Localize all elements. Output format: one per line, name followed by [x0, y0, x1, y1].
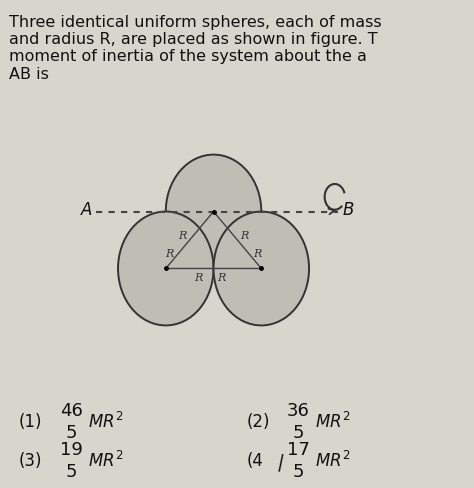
- Text: 5: 5: [293, 424, 304, 442]
- Text: 46: 46: [60, 403, 82, 420]
- Text: (2): (2): [246, 413, 270, 431]
- Text: R: R: [195, 273, 203, 283]
- Text: (1): (1): [19, 413, 43, 431]
- Text: 36: 36: [287, 403, 310, 420]
- Text: /: /: [275, 453, 286, 474]
- Text: $MR^2$: $MR^2$: [315, 412, 351, 432]
- Text: (3): (3): [19, 452, 43, 470]
- Text: 5: 5: [293, 463, 304, 481]
- Text: 5: 5: [65, 424, 77, 442]
- Text: 19: 19: [60, 442, 82, 459]
- Ellipse shape: [118, 211, 213, 325]
- Text: R: R: [217, 273, 225, 283]
- Text: $MR^2$: $MR^2$: [88, 451, 123, 471]
- Text: R: R: [178, 231, 186, 242]
- Text: 5: 5: [65, 463, 77, 481]
- Text: R: R: [254, 249, 262, 259]
- Text: $MR^2$: $MR^2$: [88, 412, 123, 432]
- Text: A: A: [81, 201, 92, 219]
- Text: $MR^2$: $MR^2$: [315, 451, 351, 471]
- Text: R: R: [241, 231, 249, 242]
- Text: 17: 17: [287, 442, 310, 459]
- Text: (4: (4: [246, 452, 264, 470]
- Ellipse shape: [166, 155, 261, 268]
- Ellipse shape: [213, 211, 309, 325]
- Text: Three identical uniform spheres, each of mass
and radius R, are placed as shown : Three identical uniform spheres, each of…: [9, 15, 382, 82]
- Text: B: B: [342, 201, 354, 219]
- Text: R: R: [165, 249, 173, 259]
